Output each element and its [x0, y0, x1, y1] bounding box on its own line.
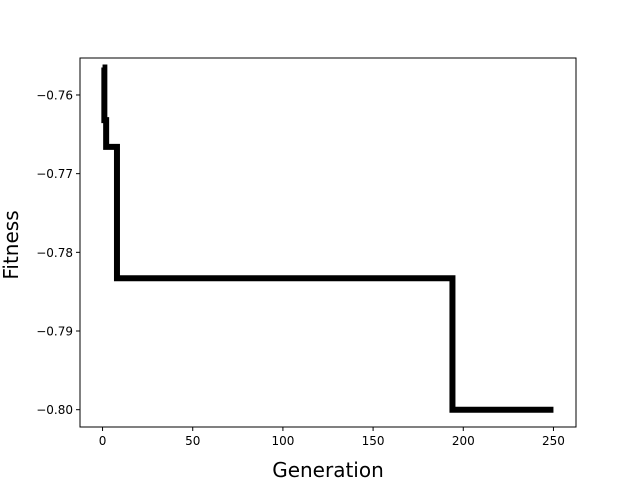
fitness-series-line — [101, 64, 554, 413]
plot-frame — [79, 57, 577, 428]
y-axis: −0.76 −0.77 −0.78 −0.79 −0.80 — [36, 88, 80, 417]
x-tick-label: 250 — [542, 434, 565, 448]
x-axis-label: Generation — [272, 458, 384, 480]
x-tick-label: 0 — [99, 434, 107, 448]
y-tick-label: −0.77 — [36, 167, 73, 181]
y-tick-label: −0.76 — [36, 88, 73, 102]
plot-area — [80, 58, 576, 427]
y-tick-label: −0.80 — [36, 403, 73, 417]
y-tick-label: −0.79 — [36, 325, 73, 339]
x-tick-label: 150 — [362, 434, 385, 448]
x-tick-label: 200 — [452, 434, 475, 448]
y-axis-label: Fitness — [0, 210, 23, 279]
x-axis: 0 50 100 150 200 250 — [99, 427, 565, 448]
y-tick-label: −0.78 — [36, 246, 73, 260]
x-tick-label: 100 — [271, 434, 294, 448]
x-tick-label: 50 — [185, 434, 200, 448]
series-layer — [101, 64, 554, 413]
